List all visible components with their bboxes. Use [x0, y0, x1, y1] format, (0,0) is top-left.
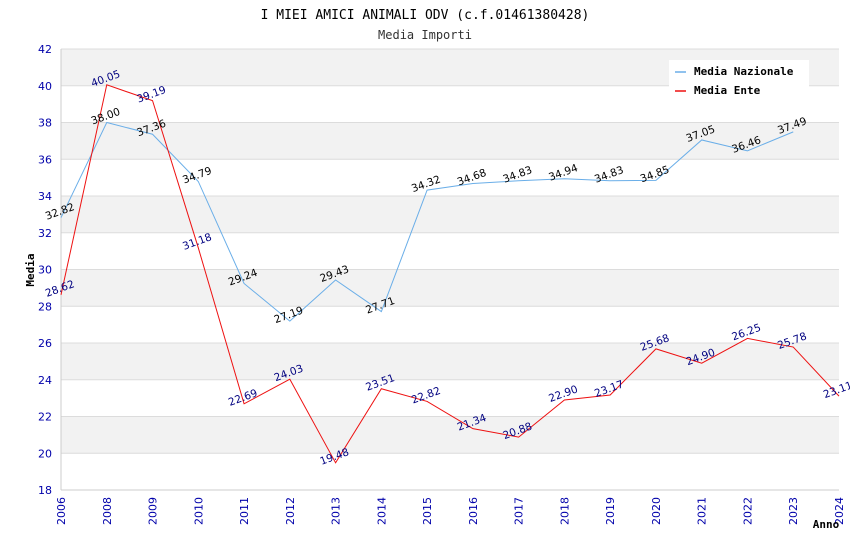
- y-axis-label: Media: [24, 253, 37, 286]
- x-tick-label: 2019: [604, 497, 617, 525]
- series-line: [60, 121, 794, 322]
- y-tick-label: 28: [38, 300, 52, 313]
- x-tick-label: 2021: [696, 497, 709, 525]
- grid-band: [61, 196, 839, 233]
- legend-box: [669, 60, 809, 102]
- x-tick-label: 2024: [833, 497, 846, 525]
- grid-band: [61, 122, 839, 160]
- grid-band: [61, 343, 839, 380]
- y-tick-label: 18: [38, 484, 52, 497]
- y-tick-label: 36: [38, 153, 52, 166]
- y-tick-label: 26: [38, 337, 52, 350]
- x-tick-label: 2022: [741, 497, 754, 525]
- x-tick-label: 2015: [421, 497, 434, 525]
- x-tick-label: 2010: [192, 497, 205, 525]
- y-tick-label: 24: [38, 374, 52, 387]
- y-tick-label: 38: [38, 117, 52, 130]
- y-tick-label: 22: [38, 411, 52, 424]
- x-tick-label: 2011: [238, 497, 251, 525]
- x-tick-label: 2014: [375, 497, 388, 525]
- x-tick-label: 2013: [330, 497, 343, 525]
- y-tick-label: 30: [38, 264, 52, 277]
- axes: [60, 49, 839, 491]
- x-tick-label: 2018: [558, 497, 571, 525]
- grid-band: [61, 416, 839, 454]
- y-tick-label: 40: [38, 80, 52, 93]
- x-tick-label: 2020: [650, 497, 663, 525]
- x-tick-label: 2017: [513, 497, 526, 525]
- x-tick-label: 2016: [467, 497, 480, 525]
- x-tick-labels: 2006 2008 2009 2010 2011 2012 2013 2014 2015 2016…: [55, 497, 846, 525]
- x-tick-label: 2008: [101, 497, 114, 525]
- y-tick-label: 20: [38, 447, 52, 460]
- legend-label-nazionale: Media Nazionale: [694, 65, 794, 78]
- x-tick-label: 2023: [787, 497, 800, 525]
- chart-title: I MIEI AMICI ANIMALI ODV (c.f.0146138042…: [261, 8, 590, 23]
- x-axis-label: Anno: [813, 518, 840, 531]
- y-tick-label: 34: [38, 190, 52, 203]
- y-tick-label: 32: [38, 227, 52, 240]
- legend: Media Nazionale Media Ente: [669, 60, 809, 102]
- series-line: [60, 84, 840, 464]
- series-lines: [60, 84, 840, 464]
- x-tick-label: 2012: [284, 497, 297, 525]
- legend-label-ente: Media Ente: [694, 84, 761, 97]
- chart-subtitle: Media Importi: [378, 28, 472, 42]
- y-tick-label: 42: [38, 43, 52, 56]
- grid-band: [61, 269, 839, 307]
- x-tick-label: 2006: [55, 497, 68, 525]
- x-tick-label: 2009: [147, 497, 160, 525]
- y-tick-labels: 18 20 22 24 26 28 30 32 34 36 38 40 42: [38, 43, 52, 497]
